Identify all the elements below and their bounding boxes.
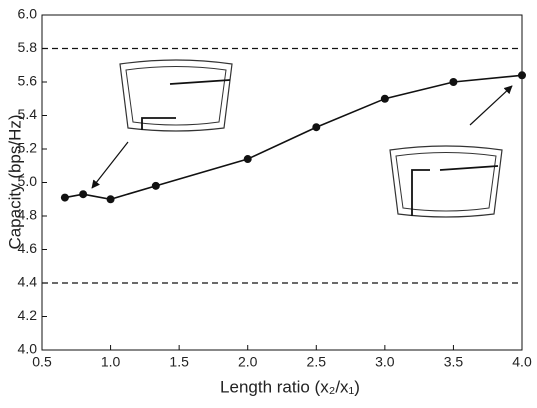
x-tick-label: 1.0 bbox=[101, 354, 121, 370]
y-tick-label: 4.0 bbox=[18, 341, 38, 357]
y-tick-label: 6.0 bbox=[18, 6, 38, 22]
data-point bbox=[380, 94, 389, 103]
arrow bbox=[469, 85, 513, 126]
data-point bbox=[312, 123, 321, 132]
y-tick-label: 5.4 bbox=[18, 106, 38, 122]
x-axis-title: Length ratio (x₂/x₁) bbox=[220, 377, 360, 396]
x-tick-label: 2.5 bbox=[307, 354, 327, 370]
x-tick-label: 2.0 bbox=[238, 354, 258, 370]
y-tick-label: 4.6 bbox=[18, 240, 38, 256]
y-axis-title: Capacity (bps/Hz) bbox=[5, 114, 24, 249]
y-tick-label: 5.8 bbox=[18, 39, 38, 55]
data-point bbox=[106, 195, 115, 204]
x-tick-label: 0.5 bbox=[32, 354, 52, 370]
x-tick-label: 3.0 bbox=[375, 354, 395, 370]
data-point bbox=[449, 78, 458, 86]
y-tick-label: 4.4 bbox=[18, 274, 38, 290]
data-point bbox=[151, 181, 160, 190]
arrow bbox=[91, 141, 129, 189]
plot-frame bbox=[41, 14, 523, 351]
inset-windshield bbox=[119, 59, 233, 132]
y-tick-label: 5.6 bbox=[18, 73, 38, 89]
inset-windshield bbox=[389, 145, 503, 218]
y-tick-label: 4.2 bbox=[18, 307, 38, 323]
data-point bbox=[60, 193, 69, 202]
x-tick-label: 4.0 bbox=[512, 354, 532, 370]
y-tick-label: 5.2 bbox=[18, 140, 38, 156]
x-tick-label: 3.5 bbox=[444, 354, 464, 370]
data-line bbox=[64, 74, 523, 201]
y-tick-label: 5.0 bbox=[18, 173, 38, 189]
data-point bbox=[79, 190, 88, 199]
data-point bbox=[518, 71, 526, 80]
x-tick-label: 1.5 bbox=[169, 354, 189, 370]
data-point bbox=[243, 155, 252, 164]
y-tick-label: 4.8 bbox=[18, 207, 38, 223]
